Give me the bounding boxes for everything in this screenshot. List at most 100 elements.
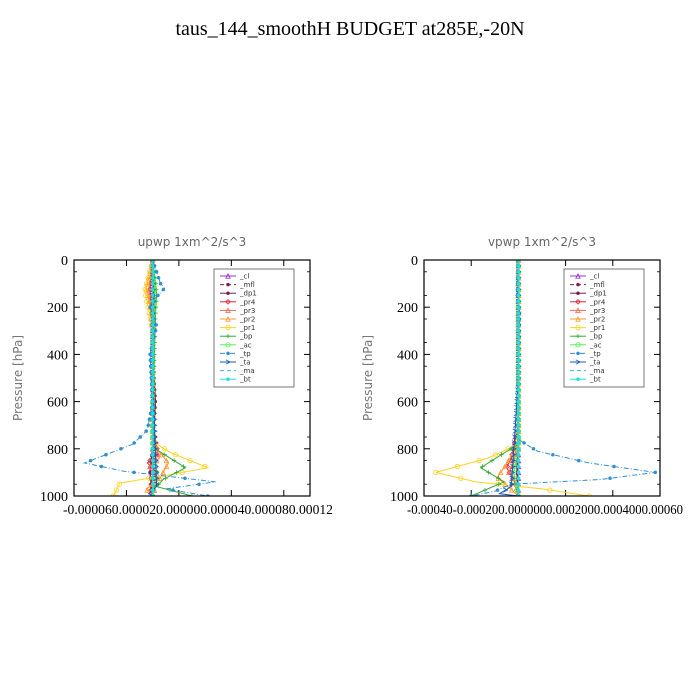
series-marker_pr2 xyxy=(146,298,152,304)
series-marker_bp xyxy=(489,458,495,463)
series-marker_bt xyxy=(150,464,155,469)
series-marker_bt xyxy=(150,417,155,422)
legend-marker xyxy=(576,377,580,381)
series-marker_bt xyxy=(150,352,155,357)
series-marker_bt xyxy=(516,447,521,451)
legend-marker xyxy=(225,334,231,339)
series-marker_bt xyxy=(516,388,521,392)
series-marker_bt xyxy=(516,329,521,333)
series-marker_bt xyxy=(150,476,155,481)
figure-title: taus_144_smoothH BUDGET at285E,-20N xyxy=(175,18,525,40)
series-marker_tp xyxy=(171,488,175,492)
series-marker_ta xyxy=(510,458,517,464)
series-marker_bt xyxy=(516,393,521,398)
series-marker_bt xyxy=(516,346,521,351)
series-marker_bt xyxy=(516,399,521,404)
legend-marker xyxy=(225,324,231,331)
legend-marker xyxy=(575,315,581,322)
series-marker_ta xyxy=(153,475,160,481)
legend-label: _bt xyxy=(239,376,251,384)
series-marker_bt xyxy=(516,305,521,309)
series-marker_bt xyxy=(516,323,521,327)
series-marker_pr1 xyxy=(161,446,168,452)
series-marker_bt xyxy=(516,281,521,286)
series-marker_ta xyxy=(510,463,516,470)
legend-label: _bp xyxy=(239,333,253,341)
series-marker_bt xyxy=(516,287,521,292)
legend-marker xyxy=(575,324,581,331)
series-marker_ta xyxy=(153,452,159,458)
legend-marker xyxy=(225,272,231,279)
legend-marker xyxy=(225,342,231,348)
series-marker_bt xyxy=(150,441,155,445)
series-marker_pr1 xyxy=(143,292,149,298)
legend-label: _pr2 xyxy=(589,316,605,324)
series-marker_ta xyxy=(152,434,158,440)
series-marker_pr1 xyxy=(433,469,439,475)
series-marker_tp xyxy=(612,464,616,469)
series-marker_ta xyxy=(153,469,160,475)
series-marker_bt xyxy=(150,287,155,292)
series-marker_bt xyxy=(516,370,521,374)
legend-label: _ta xyxy=(239,359,251,367)
legend-marker xyxy=(225,307,231,313)
series-marker_bt xyxy=(516,364,521,368)
legend-marker xyxy=(226,351,230,356)
series-marker_bp xyxy=(482,487,488,493)
series-marker_tp xyxy=(183,476,187,481)
series-marker_tp xyxy=(146,423,151,427)
series-marker_pr1 xyxy=(202,463,208,470)
series-marker_bt xyxy=(150,364,155,368)
series-marker_bt xyxy=(150,388,155,392)
series-marker_bt xyxy=(150,346,155,351)
series-marker_bt xyxy=(516,482,521,486)
series-marker_bp xyxy=(163,476,168,481)
x-tick-labels: -0.00040-0.000200.0000000.0002000.000400… xyxy=(407,503,683,518)
panel-vpwp: vpwp 1xm^2/s^3 Pressure [hPa] 0 200 400 600 80… xyxy=(361,235,683,518)
series-marker_bt xyxy=(150,275,155,280)
legend-label: _cl xyxy=(589,273,599,281)
series-marker_bt xyxy=(516,376,521,380)
legend-label: _ta xyxy=(589,359,601,367)
series-marker_tp xyxy=(522,441,526,445)
legend-label: _mfl xyxy=(239,281,255,289)
series-marker_ta xyxy=(511,440,518,446)
series-marker_bt xyxy=(150,323,155,327)
series-marker_bt xyxy=(150,470,155,475)
series-marker_ta xyxy=(509,475,515,481)
series-marker_bt xyxy=(516,452,521,457)
series-marker_ta xyxy=(152,446,159,452)
series-marker_bp xyxy=(480,464,485,469)
legend-label: _cl xyxy=(239,273,249,281)
series-marker_bt xyxy=(150,435,155,439)
legend-marker xyxy=(225,359,232,365)
series-marker_ta xyxy=(503,487,509,493)
series-marker_tp xyxy=(577,458,581,463)
y-tick-label: 200 xyxy=(47,301,68,316)
series-marker_bt xyxy=(150,382,155,386)
legend-marker xyxy=(226,282,230,287)
series-marker_ta xyxy=(152,440,159,446)
series-marker_bt xyxy=(150,340,155,345)
legend-marker xyxy=(575,359,582,365)
legend-marker xyxy=(576,282,580,287)
series-marker_bt xyxy=(516,270,521,274)
series-marker_bt xyxy=(150,429,155,433)
series-marker_ta xyxy=(154,481,160,487)
y-tick-label: 800 xyxy=(397,443,418,458)
y-axis-label: Pressure [hPa] xyxy=(361,335,375,421)
series-marker_bt xyxy=(516,464,521,469)
plot-frame xyxy=(423,259,661,497)
legend-label: _bp xyxy=(589,333,603,341)
series-marker_ta xyxy=(509,469,516,475)
series-marker_pr2 xyxy=(144,487,151,493)
legend-label: _ma xyxy=(239,367,255,375)
legend-label: _ac xyxy=(239,341,252,349)
series-marker_bt xyxy=(150,482,155,486)
y-tick-label: 600 xyxy=(47,396,68,411)
y-tick-label: 0 xyxy=(411,254,418,269)
series-marker_bt xyxy=(150,488,155,492)
legend-label: _mfl xyxy=(589,281,605,289)
series-marker_bt xyxy=(150,305,155,309)
